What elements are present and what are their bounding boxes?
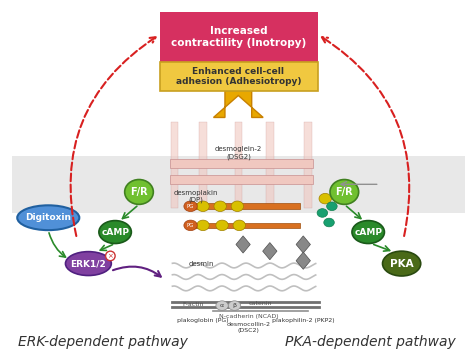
Ellipse shape bbox=[17, 205, 79, 230]
Text: plakophilin-2 (PKP2): plakophilin-2 (PKP2) bbox=[272, 318, 335, 323]
Ellipse shape bbox=[324, 218, 334, 227]
Ellipse shape bbox=[233, 220, 246, 231]
Bar bbox=[170, 175, 313, 184]
Ellipse shape bbox=[214, 201, 227, 212]
Ellipse shape bbox=[125, 179, 153, 204]
Ellipse shape bbox=[197, 201, 209, 212]
Text: PKA: PKA bbox=[390, 258, 413, 268]
Bar bbox=[171, 122, 178, 208]
Text: β: β bbox=[233, 303, 237, 308]
Text: desmoplakin
(DP): desmoplakin (DP) bbox=[174, 190, 219, 203]
Ellipse shape bbox=[184, 201, 197, 212]
Ellipse shape bbox=[216, 220, 228, 231]
Ellipse shape bbox=[106, 251, 115, 261]
Text: F/R: F/R bbox=[130, 187, 148, 197]
Text: ERK-dependent pathway: ERK-dependent pathway bbox=[18, 335, 188, 349]
Bar bbox=[186, 203, 301, 209]
Bar bbox=[160, 62, 318, 91]
Ellipse shape bbox=[216, 301, 228, 310]
Text: desmocollin-2
(DSC2): desmocollin-2 (DSC2) bbox=[227, 322, 271, 333]
Ellipse shape bbox=[330, 179, 359, 204]
Ellipse shape bbox=[231, 201, 244, 212]
Ellipse shape bbox=[99, 221, 131, 243]
Polygon shape bbox=[296, 252, 310, 269]
Ellipse shape bbox=[197, 220, 209, 231]
Bar bbox=[266, 122, 273, 208]
Text: PG: PG bbox=[187, 204, 194, 209]
Ellipse shape bbox=[65, 252, 111, 276]
Ellipse shape bbox=[319, 193, 331, 204]
Bar bbox=[12, 156, 465, 213]
Polygon shape bbox=[263, 243, 277, 260]
Ellipse shape bbox=[352, 221, 384, 243]
Text: ×: × bbox=[108, 253, 113, 259]
Ellipse shape bbox=[340, 193, 353, 204]
Ellipse shape bbox=[330, 187, 343, 197]
Text: F-actin: F-actin bbox=[182, 302, 203, 307]
Ellipse shape bbox=[317, 209, 328, 217]
Polygon shape bbox=[296, 236, 310, 253]
Text: desmoglein-2
(DSG2): desmoglein-2 (DSG2) bbox=[215, 146, 262, 160]
Text: PG: PG bbox=[187, 223, 194, 228]
Text: cAMP: cAMP bbox=[354, 228, 382, 237]
Text: N-cadherin (NCAD): N-cadherin (NCAD) bbox=[219, 314, 279, 319]
Text: Enhanced cell-cell
adhesion (Adhesiotropy): Enhanced cell-cell adhesion (Adhesiotrop… bbox=[175, 67, 301, 86]
Ellipse shape bbox=[383, 251, 421, 276]
Ellipse shape bbox=[228, 301, 241, 310]
Bar bbox=[170, 159, 313, 168]
Bar bbox=[199, 122, 207, 208]
Bar bbox=[304, 122, 312, 208]
Ellipse shape bbox=[327, 202, 337, 211]
Text: desmin: desmin bbox=[189, 261, 214, 267]
Text: Increased
contractility (Inotropy): Increased contractility (Inotropy) bbox=[171, 26, 306, 48]
Ellipse shape bbox=[184, 220, 197, 231]
Text: PKA-dependent pathway: PKA-dependent pathway bbox=[285, 335, 456, 349]
Polygon shape bbox=[213, 91, 263, 117]
Text: catenin: catenin bbox=[249, 301, 273, 306]
Polygon shape bbox=[236, 236, 250, 253]
Bar bbox=[186, 223, 301, 228]
Bar bbox=[160, 13, 318, 62]
Text: F/R: F/R bbox=[336, 187, 353, 197]
Text: plakoglobin (PG): plakoglobin (PG) bbox=[177, 318, 229, 323]
Bar bbox=[235, 122, 242, 208]
Text: ERK1/2: ERK1/2 bbox=[71, 259, 106, 268]
Text: α: α bbox=[220, 303, 224, 308]
Text: Digitoxin: Digitoxin bbox=[25, 213, 71, 222]
Text: cAMP: cAMP bbox=[101, 228, 129, 237]
